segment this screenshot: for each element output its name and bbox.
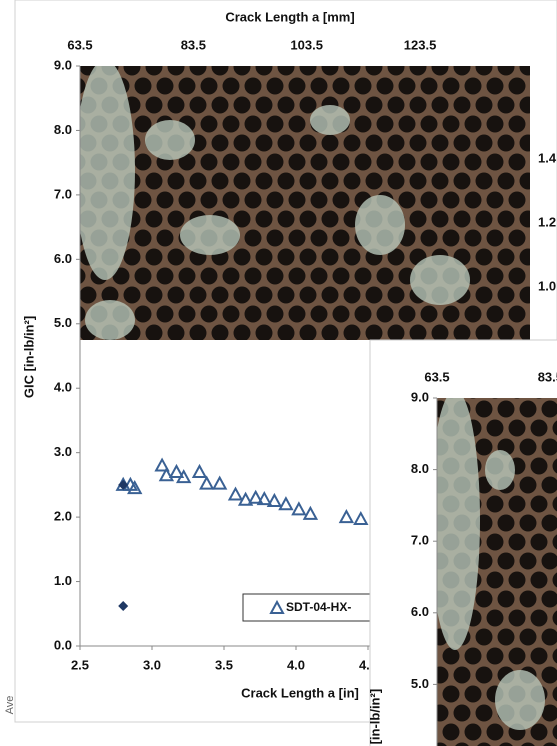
data-point: [302, 505, 319, 520]
y-tick-label: 8.0: [411, 461, 429, 476]
data-point: [191, 463, 208, 478]
photo: [437, 398, 557, 746]
data-point: [227, 486, 244, 501]
y-tick-label: 5.0: [411, 676, 429, 691]
background-text: Ave: [4, 696, 16, 715]
data-point: [353, 510, 369, 526]
data-point: [266, 492, 283, 507]
x2-axis-title: Crack Length a [mm]: [225, 9, 354, 24]
data-point: [158, 467, 175, 482]
data-point: [291, 501, 307, 516]
x-tick-label: 3.0: [143, 657, 161, 672]
data-point: [338, 509, 355, 524]
legend-marker: [269, 599, 285, 614]
y-tick-label: 9.0: [411, 389, 429, 404]
y-tick-label: 2.0: [54, 509, 72, 524]
data-point: [278, 496, 294, 511]
x2-tick-label: 83.5: [538, 369, 557, 384]
data-point: [175, 469, 192, 484]
data-point: [127, 480, 143, 495]
x2-tick-label: 63.5: [424, 369, 449, 384]
second-chart: 4.05.06.07.08.09.063.583.5GIC [in-lb/in²…: [367, 369, 557, 746]
y-tick-label: 3.0: [54, 444, 72, 459]
data-point: [247, 489, 264, 504]
x-tick-label: 4.0: [287, 657, 305, 672]
y-axis-title: GIC [in-lb/in²]: [21, 316, 36, 398]
y2-tick-label: 1.0: [538, 279, 556, 294]
y-axis-title: GIC [in-lb/in²]: [367, 689, 382, 746]
x-tick-label: 3.5: [215, 657, 233, 672]
y-tick-label: 6.0: [54, 251, 72, 266]
x2-tick-label: 123.5: [404, 37, 437, 52]
data-point: [237, 491, 254, 506]
y-tick-label: 6.0: [411, 604, 429, 619]
y-tick-label: 8.0: [54, 122, 72, 137]
x-tick-label: 2.5: [71, 657, 89, 672]
data-point: [118, 479, 129, 490]
y-tick-label: 1.0: [54, 573, 72, 588]
data-point: [199, 475, 215, 490]
y-tick-label: 0.0: [54, 637, 72, 652]
photo: [80, 66, 530, 340]
legend-label: SDT-04-HX-: [286, 600, 351, 614]
y-tick-label: 7.0: [411, 533, 429, 548]
data-point: [118, 601, 129, 612]
data-point: [256, 490, 273, 506]
y-tick-label: 9.0: [54, 57, 72, 72]
x2-tick-label: 103.5: [290, 37, 323, 52]
y-tick-label: 7.0: [54, 186, 72, 201]
data-point: [154, 457, 170, 472]
data-point: [211, 475, 228, 490]
y2-tick-label: 1.2: [538, 214, 556, 229]
main-chart: 0.0 1.0 2.0 3.0 4.0 5.0 6.0 7.0 8.0 9.0 63.5 83.5 10…: [21, 9, 556, 700]
x2-tick-label: 83.5: [181, 37, 206, 52]
data-point: [168, 463, 185, 478]
y-tick-label: 4.0: [54, 380, 72, 395]
x2-tick-label: 63.5: [67, 37, 92, 52]
x-axis-title: Crack Length a [in]: [241, 685, 359, 700]
y2-tick-label: 1.4: [538, 150, 557, 165]
y-tick-label: 5.0: [54, 315, 72, 330]
